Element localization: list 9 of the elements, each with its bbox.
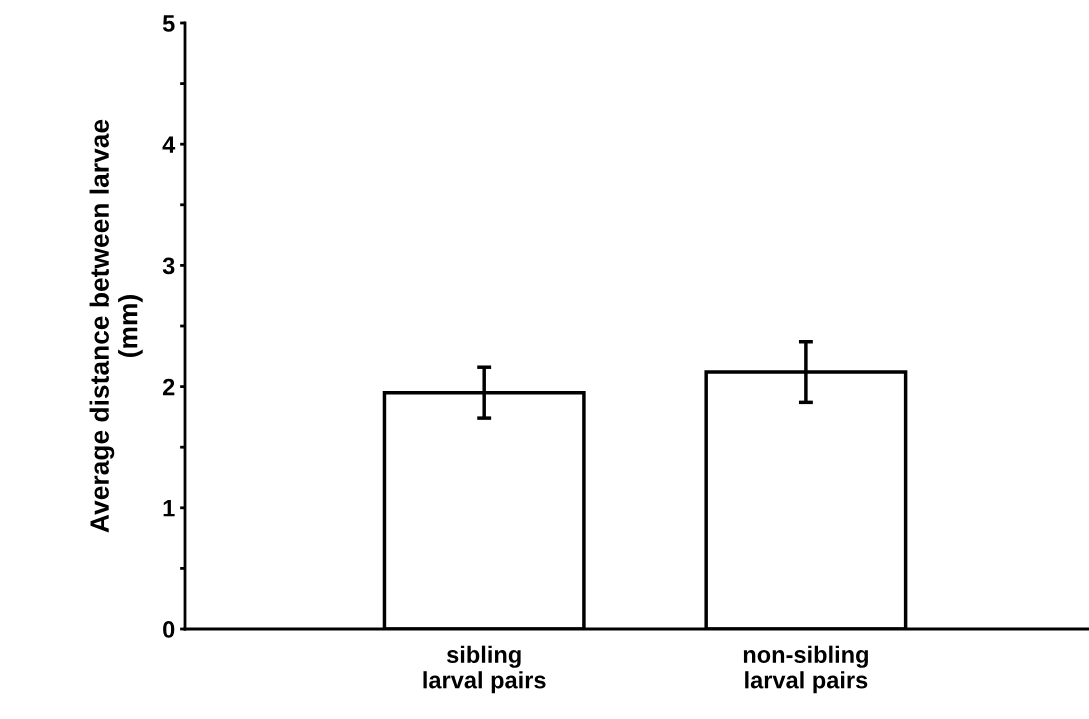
y-tick-label: 1 [163, 500, 175, 517]
x-tick-label: non-sibling larval pairs [743, 645, 868, 694]
y-tick-label: 3 [162, 257, 175, 275]
y-tick-label: 4 [162, 136, 176, 153]
y-tick-label: 2 [162, 378, 175, 396]
y-tick-label: 5 [162, 15, 175, 32]
y-tick-label: 0 [163, 621, 175, 638]
y-axis-title: Average distance between larvae (mm) [89, 119, 143, 533]
x-tick-label: sibling larval pairs [423, 645, 546, 694]
